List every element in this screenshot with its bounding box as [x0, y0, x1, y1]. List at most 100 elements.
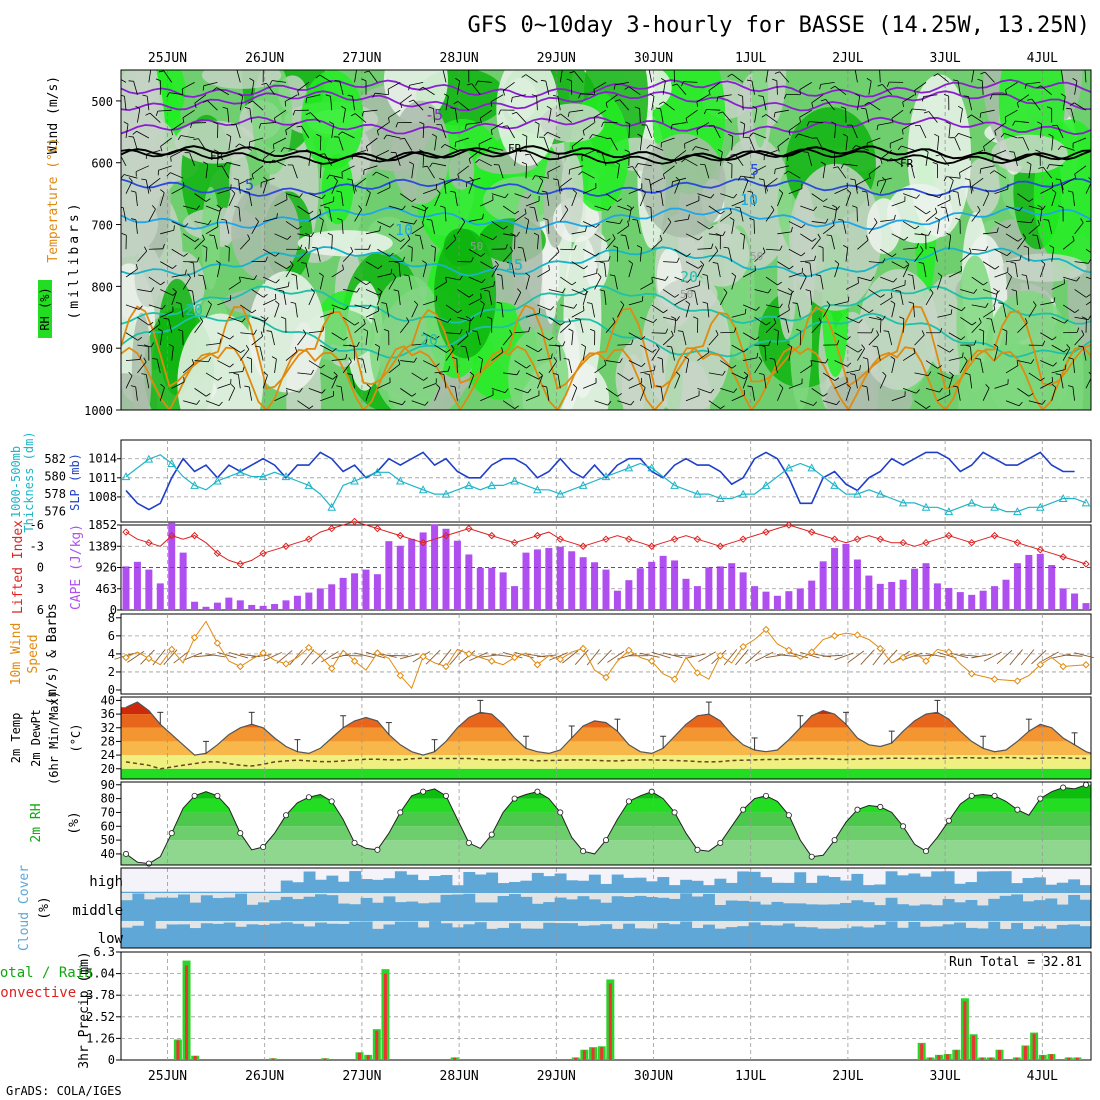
wind-barb-flag [216, 221, 219, 227]
wind-barb [320, 312, 334, 318]
cloud-cell [326, 875, 339, 893]
wind-barb [262, 248, 276, 257]
wind-barb-flag [552, 94, 559, 97]
wind-barb-flag [181, 88, 184, 94]
wind-barb [937, 313, 952, 318]
rh-marker [237, 830, 244, 837]
wind-barb [890, 137, 904, 144]
wind-barb-flag [779, 245, 783, 251]
wind-barb [160, 229, 174, 235]
wind-barb [581, 149, 595, 157]
wind-barb-flag [1018, 206, 1023, 212]
wind-barb-flag [703, 109, 707, 115]
wind-barb-flag [768, 340, 771, 346]
cloud-cell [782, 923, 795, 948]
wind-barb-flag [720, 210, 725, 215]
wind-barb-flag [830, 85, 836, 90]
wind-barb [777, 261, 790, 270]
wind-barb-flag [832, 166, 838, 169]
wind-barb [788, 346, 793, 361]
wind-barb-flag [533, 232, 539, 236]
wind-barb-flag [418, 86, 424, 91]
thickness-marker [898, 498, 908, 507]
cloud-cell [531, 928, 544, 948]
wind-barb-flag [1012, 120, 1016, 126]
wind-barb [377, 291, 383, 306]
wind-barb-flag [653, 365, 656, 371]
cape-bar [328, 584, 336, 610]
wind-barb-flag [842, 133, 848, 137]
wind-barb-flag [578, 171, 583, 176]
cape-bar [465, 554, 473, 610]
wind-barb [159, 387, 165, 401]
wind-barb [365, 387, 371, 401]
wind-barb [422, 86, 435, 96]
wind-barb-flag [876, 181, 879, 187]
wind-barb [676, 83, 687, 95]
wind-barb [560, 276, 573, 286]
wind-barb [583, 273, 597, 278]
wind-barb-flag [175, 302, 181, 304]
wind-barb [468, 375, 475, 389]
cloud-cell [919, 904, 932, 921]
wind-barb-flag [965, 344, 971, 347]
rh-marker [260, 844, 267, 851]
wind-barb-flag [1040, 260, 1046, 265]
wind-barb [331, 332, 344, 341]
wind-barb-flag [823, 198, 828, 202]
wind-barb [442, 70, 447, 83]
date-label-top: 25JUN [148, 51, 187, 66]
wind-barb-flag [251, 309, 257, 314]
precip-bar-convective [323, 1058, 327, 1060]
wind-barb [948, 180, 954, 194]
wind-barb-flag [526, 364, 531, 369]
wind-barb-flag [137, 337, 143, 341]
thickness-marker [921, 502, 931, 511]
wind-barb [289, 649, 303, 666]
wind-barb-flag [696, 101, 699, 107]
wind-barb-flag [1017, 237, 1023, 242]
wind-barb [300, 649, 315, 666]
wind-barb [868, 101, 881, 111]
wind-barb-flag [226, 133, 232, 137]
wind-barb [994, 188, 1008, 195]
date-label-bottom: 25JUN [148, 1069, 187, 1084]
wind-barb-flag [617, 198, 622, 202]
wind-barb [822, 654, 843, 657]
wind-barb [834, 207, 838, 222]
wind-barb [820, 81, 835, 85]
wind-barb [663, 101, 675, 111]
cape-bar [1071, 593, 1079, 610]
wind-barb-flag [172, 265, 177, 269]
wind-barb [217, 123, 219, 139]
cloud-cell [737, 926, 750, 948]
wind-barb-flag [271, 356, 277, 360]
wind-barb-flag [527, 388, 532, 394]
wind-barb-flag [160, 189, 165, 193]
wind-barb-flag [155, 111, 159, 117]
wind-barb [845, 282, 859, 290]
wind-barb-flag [846, 383, 851, 388]
cloud-cell [463, 872, 476, 893]
wind-barb [274, 199, 288, 207]
wind-barb-flag [563, 358, 569, 360]
wind-barb-flag [413, 219, 418, 225]
wind-barb-flag [566, 78, 572, 82]
wind-barb [834, 263, 840, 278]
wind-barb [788, 221, 802, 229]
wind-barb [834, 332, 847, 341]
rh-marker [717, 839, 724, 846]
cloud-cell [315, 879, 327, 893]
cloud-cell [976, 905, 989, 921]
wind-barb-flag [329, 121, 334, 125]
wind-barb-flag [1066, 344, 1071, 349]
wind-barb-flag [522, 133, 528, 137]
wind-barb [537, 180, 544, 194]
wind-barb-flag [674, 158, 677, 164]
cloud-cell [246, 924, 259, 948]
wind-barb [127, 650, 145, 663]
wind-barb-flag [1005, 89, 1007, 95]
wind-barb [971, 653, 992, 659]
wind-barb [891, 261, 905, 269]
wind-barb [537, 375, 543, 389]
